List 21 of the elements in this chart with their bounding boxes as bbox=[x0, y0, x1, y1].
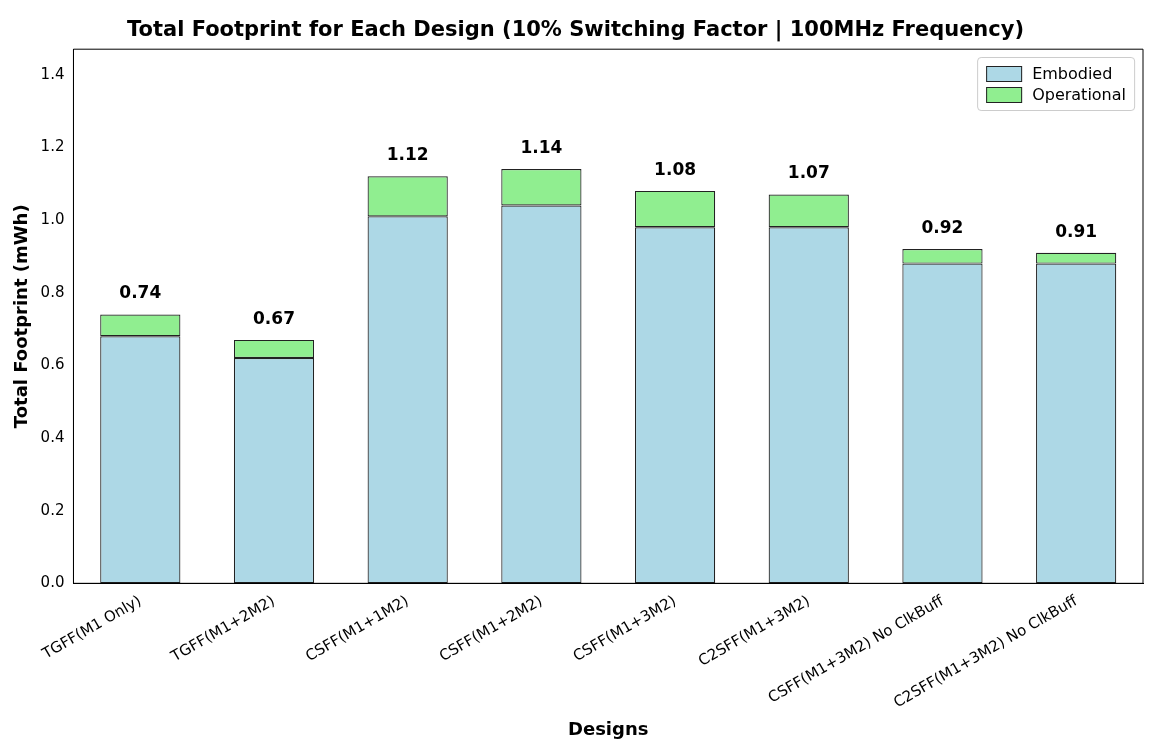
y-tick-label: 1.4 bbox=[40, 64, 65, 83]
chart-title: Total Footprint for Each Design (10% Switching Factor | 100MHz Frequency) bbox=[126, 17, 1025, 43]
y-tick-label: 1.0 bbox=[40, 209, 65, 228]
total-label: 0.91 bbox=[1055, 220, 1098, 241]
total-label: 1.07 bbox=[787, 162, 830, 183]
legend-label: Embodied bbox=[1032, 64, 1113, 84]
y-tick-label: 1.2 bbox=[40, 137, 65, 156]
total-label: 1.12 bbox=[386, 144, 429, 165]
y-tick-label: 0.2 bbox=[40, 500, 65, 519]
legend-label: Operational bbox=[1032, 85, 1126, 105]
total-label: 1.14 bbox=[520, 137, 563, 158]
total-label: 0.92 bbox=[921, 216, 964, 237]
x-axis-title: Designs bbox=[568, 717, 649, 739]
total-label: 0.67 bbox=[253, 307, 295, 328]
total-label: 1.08 bbox=[654, 158, 697, 179]
y-tick-label: 0.6 bbox=[40, 355, 65, 374]
total-label: 0.74 bbox=[119, 282, 162, 303]
y-tick-label: 0.0 bbox=[40, 573, 65, 592]
y-tick-label: 0.8 bbox=[40, 282, 65, 301]
y-axis-title: Total Footprint (mWh) bbox=[10, 204, 32, 429]
y-tick-label: 0.4 bbox=[40, 427, 65, 446]
